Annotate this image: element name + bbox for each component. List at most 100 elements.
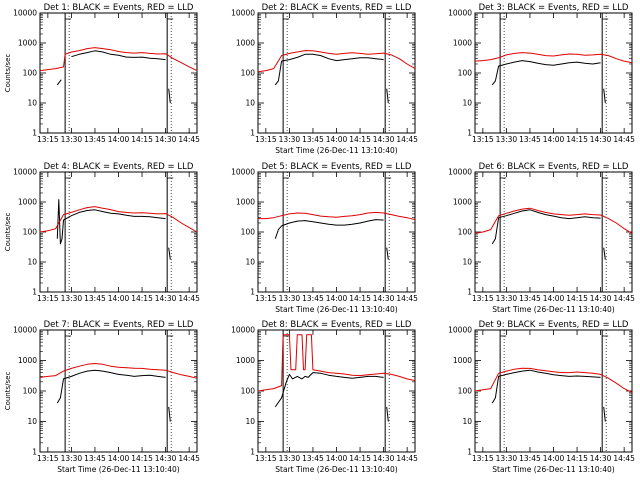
x-tick-label: 13:15 — [37, 454, 59, 463]
lld-series-line — [258, 211, 416, 221]
y-tick-label: 1 — [250, 129, 255, 138]
chart-title: Det 8: BLACK = Events, RED = LLD — [262, 320, 412, 330]
y-tick-label: 10000 — [13, 9, 37, 18]
events-series-line — [56, 199, 171, 260]
y-tick-label: 1 — [32, 129, 37, 138]
y-tick-label: 1 — [32, 288, 37, 297]
x-tick-label: 13:30 — [61, 454, 83, 463]
chart-title: Det 6: BLACK = Events, RED = LLD — [479, 162, 629, 172]
chart-panel: Det 1: BLACK = Events, RED = LLD Counts/s… — [4, 3, 200, 144]
y-tick-label: 1 — [467, 448, 472, 457]
x-tick-label: 14:15 — [566, 135, 588, 144]
y-tick-label: 1 — [250, 448, 255, 457]
x-tick-label: 13:15 — [255, 454, 277, 463]
x-tick-label: 14:15 — [566, 454, 588, 463]
x-tick-label: 14:30 — [373, 294, 395, 303]
x-tick-label: 14:00 — [326, 294, 348, 303]
y-tick-label: 10000 — [13, 326, 37, 335]
lld-series-line — [474, 367, 633, 393]
x-tick-label: 13:15 — [37, 135, 59, 144]
y-tick-label: 10 — [245, 258, 255, 267]
x-tick-label: 13:45 — [302, 294, 324, 303]
x-tick-label: 13:30 — [496, 454, 518, 463]
x-tick-label: 13:15 — [472, 294, 494, 303]
x-tick-label: 14:15 — [349, 454, 371, 463]
plot-frame — [257, 171, 416, 293]
x-tick-label: 14:30 — [590, 454, 612, 463]
x-tick-label: 13:45 — [519, 454, 541, 463]
x-tick-label: 14:30 — [590, 294, 612, 303]
events-series-line — [491, 369, 606, 422]
y-tick-label: 10 — [27, 417, 37, 426]
events-series-line — [56, 50, 171, 104]
chart-title: Det 9: BLACK = Events, RED = LLD — [479, 320, 629, 330]
y-tick-label: 10000 — [231, 168, 255, 177]
y-tick-label: 100 — [241, 69, 256, 78]
chart-title: Det 7: BLACK = Events, RED = LLD — [44, 320, 194, 330]
y-tick-label: 1 — [467, 288, 472, 297]
y-axis-label: Counts/sec — [4, 54, 12, 93]
events-series-line — [491, 209, 606, 260]
plot-frame — [39, 12, 198, 134]
x-tick-label: 14:15 — [131, 454, 153, 463]
x-tick-label: 14:00 — [326, 135, 348, 144]
x-tick-label: 13:15 — [472, 135, 494, 144]
x-tick-label: 14:30 — [155, 294, 177, 303]
x-tick-label: 14:45 — [178, 294, 200, 303]
chart-panel: Det 5: BLACK = Events, RED = LLD Start Ti… — [231, 162, 418, 314]
y-tick-label: 10 — [27, 258, 37, 267]
y-tick-label: 100 — [241, 387, 256, 396]
x-tick-label: 14:00 — [108, 454, 130, 463]
x-tick-label: 14:30 — [155, 135, 177, 144]
x-tick-label: 13:30 — [279, 135, 301, 144]
x-tick-label: 14:15 — [349, 135, 371, 144]
x-tick-label: 14:30 — [373, 135, 395, 144]
x-tick-label: 14:45 — [613, 294, 635, 303]
x-axis-label: Start Time (26-Dec-11 13:10:40) — [57, 465, 179, 474]
y-tick-label: 10 — [245, 99, 255, 108]
x-tick-label: 13:45 — [302, 454, 324, 463]
plot-frame — [257, 329, 416, 453]
x-axis-label: Start Time (26-Dec-11 13:10:40) — [275, 305, 397, 314]
plot-frame — [474, 329, 633, 453]
y-tick-label: 1000 — [453, 39, 472, 48]
x-tick-label: 13:30 — [279, 454, 301, 463]
lld-series-line — [39, 363, 198, 379]
x-tick-label: 14:00 — [326, 454, 348, 463]
lld-series-line — [257, 334, 416, 392]
x-tick-label: 14:45 — [396, 135, 418, 144]
y-tick-label: 100 — [458, 69, 473, 78]
y-tick-label: 10000 — [13, 168, 37, 177]
x-axis-label: Start Time (26-Dec-11 13:10:40) — [275, 465, 397, 474]
x-tick-label: 14:45 — [396, 454, 418, 463]
y-tick-label: 1 — [467, 129, 472, 138]
y-tick-label: 100 — [458, 228, 473, 237]
y-tick-label: 100 — [23, 228, 38, 237]
y-tick-label: 10 — [462, 258, 472, 267]
chart-panel: Det 4: BLACK = Events, RED = LLD Counts/s… — [4, 162, 200, 303]
y-tick-label: 10000 — [448, 9, 472, 18]
chart-panel: Det 8: BLACK = Events, RED = LLD Start Ti… — [231, 320, 418, 474]
y-tick-label: 1000 — [236, 356, 255, 365]
y-axis-label: Counts/sec — [4, 213, 12, 252]
y-tick-label: 1000 — [18, 198, 37, 207]
chart-panel: Det 2: BLACK = Events, RED = LLD Start Ti… — [231, 3, 418, 155]
x-tick-label: 13:15 — [472, 454, 494, 463]
y-axis-label: Counts/sec — [4, 372, 12, 411]
lld-series-line — [474, 52, 633, 64]
x-tick-label: 14:30 — [373, 454, 395, 463]
x-tick-label: 13:30 — [496, 135, 518, 144]
x-axis-label: Start Time (26-Dec-11 13:10:40) — [492, 305, 614, 314]
y-tick-label: 10 — [27, 99, 37, 108]
y-tick-label: 10000 — [448, 326, 472, 335]
x-tick-label: 13:15 — [37, 294, 59, 303]
chart-title: Det 5: BLACK = Events, RED = LLD — [262, 162, 412, 172]
x-tick-label: 14:00 — [543, 135, 565, 144]
x-tick-label: 14:30 — [155, 454, 177, 463]
x-tick-label: 14:45 — [178, 135, 200, 144]
x-tick-label: 13:30 — [279, 294, 301, 303]
events-series-line — [56, 369, 171, 422]
y-tick-label: 100 — [23, 387, 38, 396]
y-tick-label: 1000 — [236, 39, 255, 48]
